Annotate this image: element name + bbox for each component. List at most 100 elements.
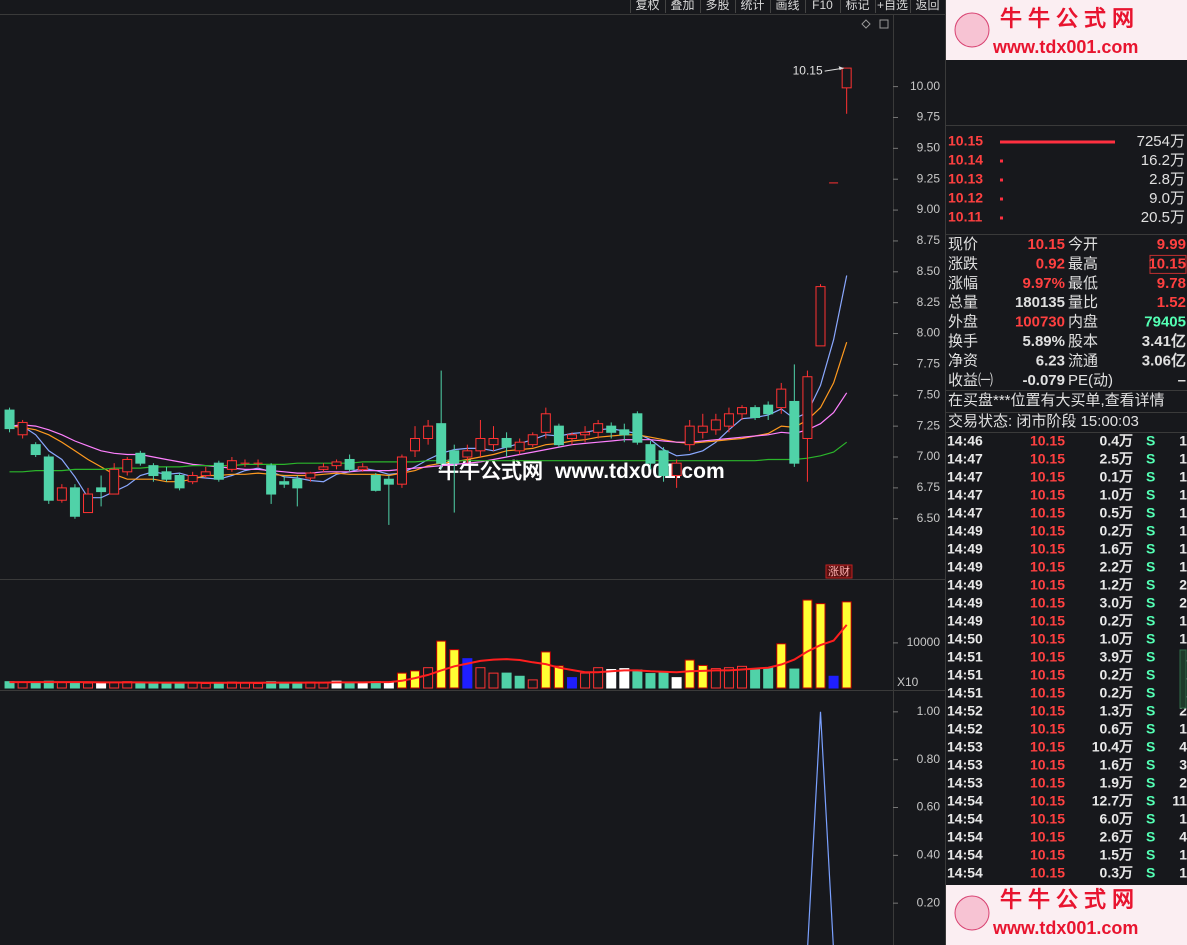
tick-volume: 0.5万: [1100, 505, 1133, 521]
icon-diamond[interactable]: [861, 19, 871, 29]
y-tick-label: 8.25: [917, 295, 941, 309]
bid-price: 10.12: [948, 190, 983, 206]
tick-count: 4: [1179, 739, 1187, 755]
tick-time: 14:54: [947, 811, 983, 827]
candle-body: [501, 437, 512, 448]
tick-side: S: [1146, 451, 1155, 467]
tick-count: 3: [1179, 757, 1187, 773]
tick-price: 10.15: [1030, 523, 1065, 539]
unit-label: X10: [897, 675, 919, 689]
toolbar-button[interactable]: +自选: [877, 0, 908, 12]
y-tick-label: 7.00: [917, 449, 941, 463]
volume-bar: [253, 682, 264, 689]
candle-body: [789, 400, 800, 464]
tick-count: 2: [1179, 703, 1187, 719]
candle-body: [750, 407, 761, 418]
quote-label: 今开: [1068, 236, 1098, 253]
tick-price: 10.15: [1030, 559, 1065, 575]
bid-price: 10.11: [948, 209, 982, 225]
candle-body: [96, 487, 107, 493]
tick-time: 14:47: [947, 505, 983, 521]
y-tick-label: 8.00: [917, 326, 941, 340]
moving-average: [9, 342, 848, 483]
quote-label: 外盘: [948, 313, 978, 331]
candle-body: [619, 429, 630, 436]
candle-body: [122, 458, 133, 473]
tick-volume: 0.2万: [1100, 523, 1133, 539]
toolbar-button[interactable]: 复权: [635, 0, 659, 12]
tick-side: S: [1146, 811, 1155, 827]
volume-bar: [462, 658, 473, 689]
tick-side: S: [1146, 541, 1155, 557]
tick-volume: 0.1万: [1100, 469, 1133, 485]
quote-value: 0.92: [1036, 255, 1065, 272]
tick-volume: 0.6万: [1100, 721, 1133, 737]
tick-count: 1: [1179, 541, 1187, 557]
candle-body: [449, 450, 460, 464]
volume-bar: [449, 649, 460, 689]
volume-bar: [527, 679, 538, 689]
toolbar-button[interactable]: 叠加: [670, 0, 694, 12]
volume-bar: [580, 672, 591, 689]
toolbar-button[interactable]: 标记: [845, 0, 869, 12]
y-tick-label: 1.00: [917, 704, 941, 718]
y-tick-label: 0.80: [917, 752, 941, 766]
y-tick-label: 6.75: [917, 480, 941, 494]
candle-body: [671, 462, 682, 477]
candle-body: [161, 471, 172, 480]
logo-icon: [954, 895, 990, 931]
y-tick-label: 8.75: [917, 233, 941, 247]
candle-body: [226, 460, 237, 470]
tick-count: 1: [1179, 487, 1187, 503]
tick-volume: 1.5万: [1100, 847, 1133, 863]
candle-body: [4, 409, 15, 430]
tick-time: 14:51: [947, 649, 983, 665]
volume-bar: [750, 669, 761, 689]
toolbar-button[interactable]: 统计: [740, 0, 764, 12]
icon-window[interactable]: [879, 19, 889, 29]
y-tick-label: 7.25: [917, 418, 941, 432]
volume-bar: [292, 682, 303, 689]
volume-bar: [684, 659, 695, 689]
tick-side: S: [1146, 595, 1155, 611]
quote-label: 流通: [1068, 352, 1098, 369]
candle-body: [802, 376, 813, 439]
y-tick-label: 10.00: [910, 79, 940, 93]
notice[interactable]: 在买盘***位置有大买单,查看详情: [948, 391, 1165, 409]
y-tick-label: 9.25: [917, 171, 941, 185]
tick-price: 10.15: [1030, 577, 1065, 593]
tick-time: 14:51: [947, 685, 983, 701]
y-tick-label: 7.75: [917, 357, 941, 371]
toolbar-button[interactable]: 画线: [775, 0, 799, 12]
tick-time: 14:49: [947, 577, 983, 593]
toolbar-button[interactable]: 返回: [915, 0, 939, 12]
tick-price: 10.15: [1030, 595, 1065, 611]
annotation: 10.15: [793, 63, 823, 77]
tick-side: S: [1146, 685, 1155, 701]
quote-label: 量比: [1068, 294, 1098, 311]
tick-side: S: [1146, 505, 1155, 521]
candle-body: [763, 404, 774, 415]
volume-bar: [135, 682, 146, 689]
tick-side: S: [1146, 775, 1155, 791]
tick-volume: 2.6万: [1100, 829, 1133, 845]
candle-body: [135, 452, 146, 464]
candle-body: [331, 461, 342, 467]
candle-body: [83, 493, 94, 514]
toolbar-button[interactable]: 多股: [705, 0, 729, 12]
quote-value: 9.78: [1157, 275, 1186, 292]
tick-time: 14:49: [947, 595, 983, 611]
tick-volume: 1.3万: [1100, 703, 1133, 719]
tick-side: S: [1146, 829, 1155, 845]
tick-volume: 0.4万: [1100, 433, 1133, 449]
tick-side: S: [1146, 667, 1155, 683]
tick-volume: 12.7万: [1092, 793, 1133, 809]
tick-time: 14:53: [947, 757, 983, 773]
candle-body: [593, 423, 604, 433]
toolbar-button[interactable]: F10: [812, 0, 833, 12]
volume-average: [9, 624, 848, 684]
tick-count: 1: [1179, 811, 1187, 827]
watermark-url: www.tdx001.com: [554, 460, 725, 483]
volume-bar: [658, 671, 669, 689]
tick-volume: 6.0万: [1100, 811, 1133, 827]
